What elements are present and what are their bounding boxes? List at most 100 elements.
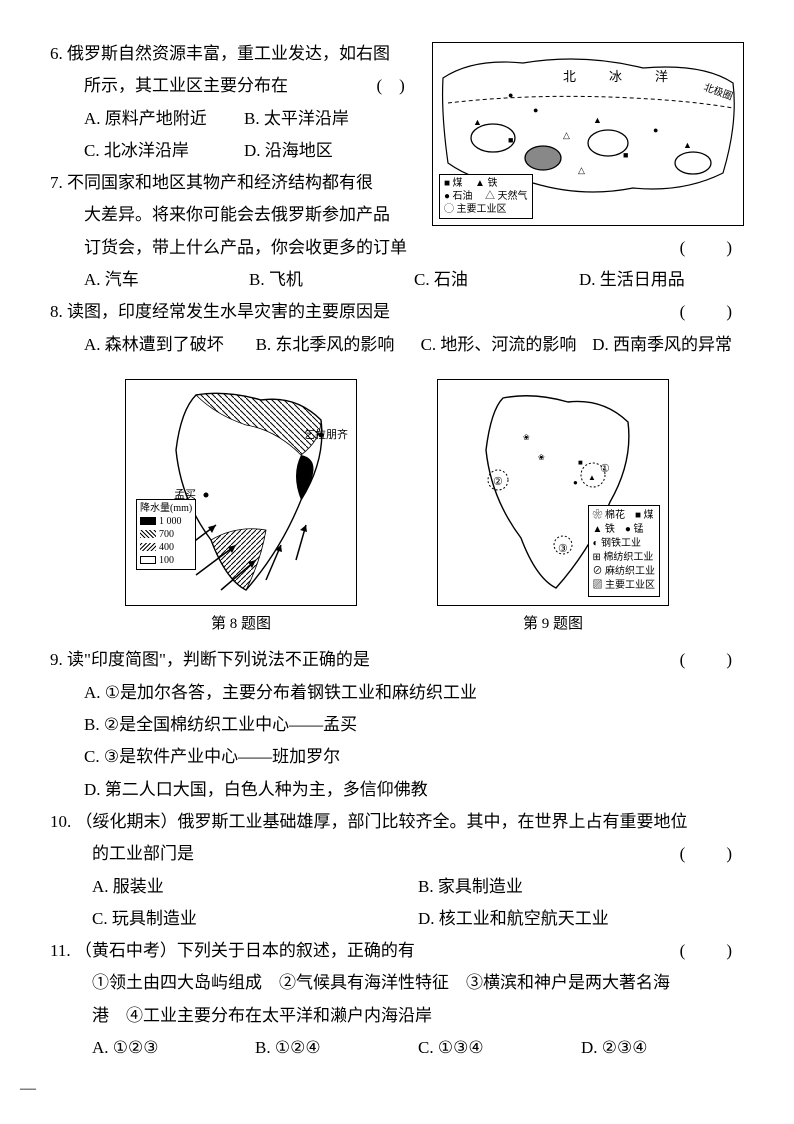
svg-text:●: ● (653, 125, 658, 135)
svg-text:❀: ❀ (538, 453, 545, 462)
svg-text:■: ■ (508, 135, 513, 145)
q6: 6. 俄罗斯自然资源丰富，重工业发达，如右图 (50, 38, 744, 70)
q11-text: （黄石中考）下列关于日本的叙述，正确的有 (75, 941, 415, 960)
q11-opts: A. ①②③ B. ①②④ C. ①③④ D. ②③④ (50, 1032, 744, 1064)
map9-wrapper: ② ① ③ ❀ ❀ ■ ▲ ● ❀ 棉花 ■ 煤 ▲ 铁 ● 锰 ◐ 钢铁工业 ⊞ … (437, 379, 669, 639)
rain-legend: 降水量(mm) 1 000 700 400 100 (136, 499, 196, 570)
q6-num: 6. (50, 44, 63, 63)
india-legend: ❀ 棉花 ■ 煤 ▲ 铁 ● 锰 ◐ 钢铁工业 ⊞ 棉纺织工业 ⊘ 麻纺织工业 … (588, 505, 661, 597)
q8-optD: D. 西南季风的异常 (592, 329, 744, 361)
q6-text2: 所示，其工业区主要分布在 (84, 76, 288, 95)
q6-options2: C. 北冰洋沿岸 D. 沿海地区 (50, 135, 422, 167)
svg-text:▲: ▲ (683, 140, 692, 150)
q6-paren: ( ) (377, 76, 405, 95)
svg-text:△: △ (563, 130, 570, 140)
q7-optC: C. 石油 (414, 264, 579, 296)
svg-text:❀: ❀ (523, 433, 530, 442)
q9-optA: A. ①是加尔各答，主要分布着钢铁工业和麻纺织工业 (50, 677, 744, 709)
q9-paren: ( ) (714, 644, 744, 676)
q8-optC: C. 地形、河流的影响 (421, 329, 593, 361)
lg-1000: 1 000 (159, 515, 182, 528)
q8-paren: ( ) (714, 296, 744, 328)
svg-text:●: ● (508, 90, 513, 100)
india-rain-map: 乞拉朋齐 孟买 降水量(mm) 1 000 700 400 100 (125, 379, 357, 606)
q8-optB: B. 东北季风的影响 (256, 329, 421, 361)
q9-text: 读"印度简图"，判断下列说法不正确的是 (67, 650, 370, 669)
q11-paren: ( ) (722, 935, 744, 967)
q11-optC: C. ①③④ (418, 1032, 581, 1064)
q8-text: 读图，印度经常发生水旱灾害的主要原因是 (67, 302, 390, 321)
q10-optD: D. 核工业和航空航天工业 (418, 903, 744, 935)
q7-text3-row: 订货会，带上什么产品，你会收更多的订单 ( ) (50, 232, 744, 264)
svg-text:②: ② (493, 476, 503, 488)
q6-optC: C. 北冰洋沿岸 (84, 135, 244, 167)
svg-text:▲: ▲ (588, 473, 596, 482)
q10: 10. （绥化期末）俄罗斯工业基础雄厚，部门比较齐全。其中，在世界上占有重要地位 (50, 806, 744, 838)
q10-text2: 的工业部门是 (92, 844, 194, 863)
q8-num: 8. (50, 302, 63, 321)
q10-paren: ( ) (680, 838, 744, 870)
india-rain-svg (126, 380, 356, 605)
q8-optA: A. 森林遭到了破坏 (84, 329, 256, 361)
q6-optB: B. 太平洋沿岸 (244, 103, 349, 135)
lg-iron2: ▲ 铁 (593, 524, 615, 535)
lg-cotind: ⊞ 棉纺织工业 (593, 552, 654, 563)
lg-700: 700 (159, 528, 174, 541)
lg-steel: ◐ 钢铁工业 (593, 538, 642, 549)
lg-zone2: ▨ 主要工业区 (593, 580, 656, 591)
q9-optC: C. ③是软件产业中心——班加罗尔 (50, 741, 744, 773)
q11-optA: A. ①②③ (92, 1032, 255, 1064)
q7-optA: A. 汽车 (84, 264, 249, 296)
q7-options: A. 汽车 B. 飞机 C. 石油 D. 生活日用品 (50, 264, 744, 296)
q9-optD: D. 第二人口大国，白色人种为主，多信仰佛教 (50, 774, 744, 806)
q10-opts1: A. 服装业 B. 家具制造业 (50, 871, 744, 903)
q8: 8. 读图，印度经常发生水旱灾害的主要原因是 ( ) (50, 296, 744, 328)
q9: 9. 读"印度简图"，判断下列说法不正确的是 ( ) (50, 644, 744, 676)
q11: 11. （黄石中考）下列关于日本的叙述，正确的有 ( ) (50, 935, 744, 967)
q7-text3: 订货会，带上什么产品，你会收更多的订单 (84, 238, 407, 257)
q11-optB: B. ①②④ (255, 1032, 418, 1064)
q11-optD: D. ②③④ (581, 1032, 744, 1064)
q7-text1: 不同国家和地区其物产和经济结构都有很 (67, 173, 373, 192)
q7: 7. 不同国家和地区其物产和经济结构都有很 (50, 167, 744, 199)
svg-text:▲: ▲ (473, 117, 482, 127)
lg-400: 400 (159, 541, 174, 554)
lg-zone: ◯ 主要工业区 (444, 204, 507, 215)
q7-optD: D. 生活日用品 (579, 264, 744, 296)
q6-optD: D. 沿海地区 (244, 135, 333, 167)
q11-line2: 港 ④工业主要分布在太平洋和濑户内海沿岸 (50, 1000, 744, 1032)
svg-text:●: ● (573, 478, 578, 487)
q10-text1: （绥化期末）俄罗斯工业基础雄厚，部门比较齐全。其中，在世界上占有重要地位 (76, 812, 688, 831)
q6-optA: A. 原料产地附近 (84, 103, 244, 135)
label-cherrapunji: 乞拉朋齐 (304, 425, 348, 446)
lg-mn: ● 锰 (625, 524, 644, 535)
q10-num: 10. (50, 812, 71, 831)
lg-jute: ⊘ 麻纺织工业 (593, 566, 656, 577)
svg-text:①: ① (600, 463, 610, 475)
footer-dash: — (20, 1074, 36, 1104)
q7-optB: B. 飞机 (249, 264, 414, 296)
svg-text:●: ● (533, 105, 538, 115)
map8-wrapper: 乞拉朋齐 孟买 降水量(mm) 1 000 700 400 100 第 8 题图 (125, 379, 357, 639)
lg-100: 100 (159, 554, 174, 567)
lg-coal2: ■ 煤 (635, 510, 654, 521)
map-row: 乞拉朋齐 孟买 降水量(mm) 1 000 700 400 100 第 8 题图 (50, 379, 744, 639)
q10-optA: A. 服装业 (92, 871, 418, 903)
lg-rain-title: 降水量(mm) (140, 502, 192, 515)
q10-optC: C. 玩具制造业 (92, 903, 418, 935)
map9-caption: 第 9 题图 (437, 610, 669, 639)
svg-text:▲: ▲ (593, 115, 602, 125)
q8-options: A. 森林遭到了破坏 B. 东北季风的影响 C. 地形、河流的影响 D. 西南季… (50, 329, 744, 361)
q10-optB: B. 家具制造业 (418, 871, 744, 903)
q11-line1: ①领土由四大岛屿组成 ②气候具有海洋性特征 ③横滨和神户是两大著名海 (50, 967, 744, 999)
q7-num: 7. (50, 173, 63, 192)
svg-text:③: ③ (558, 543, 568, 555)
svg-text:■: ■ (623, 150, 628, 160)
q10-opts2: C. 玩具制造业 D. 核工业和航空航天工业 (50, 903, 744, 935)
lg-cotton: ❀ 棉花 (593, 510, 626, 521)
svg-text:■: ■ (578, 458, 583, 467)
q11-num: 11. (50, 941, 71, 960)
q6-text1: 俄罗斯自然资源丰富，重工业发达，如右图 (67, 44, 390, 63)
india-industry-map: ② ① ③ ❀ ❀ ■ ▲ ● ❀ 棉花 ■ 煤 ▲ 铁 ● 锰 ◐ 钢铁工业 ⊞ … (437, 379, 669, 606)
q7-paren: ( ) (680, 232, 744, 264)
